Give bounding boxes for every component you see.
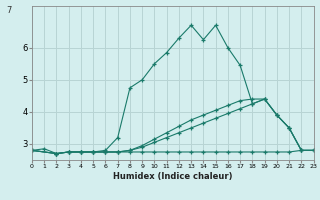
- X-axis label: Humidex (Indice chaleur): Humidex (Indice chaleur): [113, 172, 233, 181]
- Text: 7: 7: [6, 6, 12, 15]
